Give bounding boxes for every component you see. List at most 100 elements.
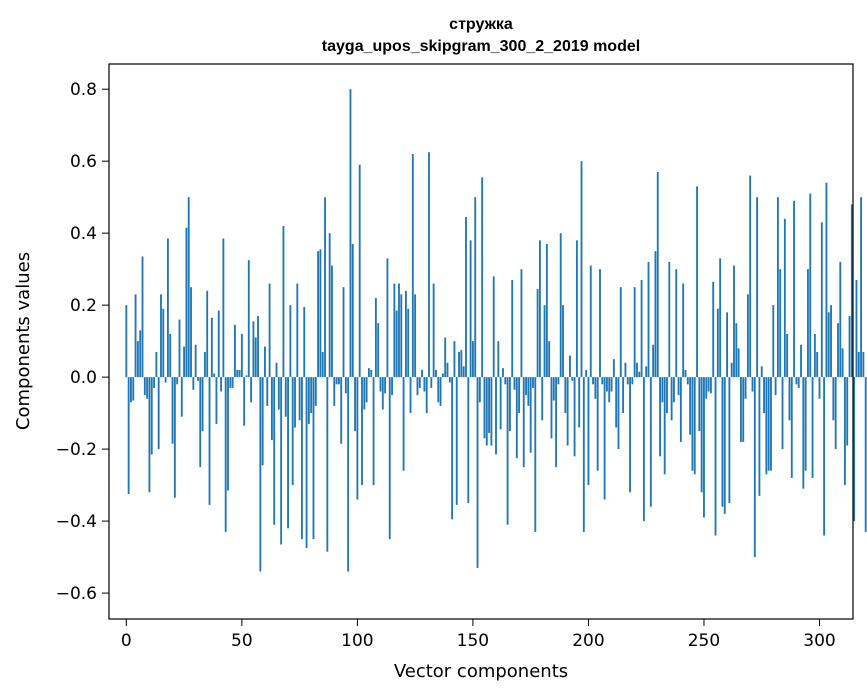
bar-130	[425, 377, 428, 414]
bar-48	[236, 369, 239, 378]
bar-292	[800, 344, 802, 378]
bar-87	[326, 377, 329, 552]
bar-59	[261, 377, 264, 466]
bar-179	[539, 240, 541, 378]
bar-199	[585, 369, 588, 378]
bar-273	[756, 197, 759, 378]
bar-317	[857, 351, 860, 378]
bar-116	[393, 283, 396, 378]
bar-74	[296, 283, 299, 378]
bar-38	[213, 373, 216, 378]
bar-236	[670, 377, 673, 421]
bar-37	[210, 317, 213, 378]
bar-272	[753, 377, 756, 558]
bar-219	[631, 377, 634, 385]
bar-138	[444, 337, 447, 378]
x-tick-label: 200	[572, 631, 604, 651]
bar-71	[289, 305, 292, 378]
bar-177	[534, 377, 537, 532]
bar-299	[816, 351, 819, 378]
bar-231	[659, 377, 661, 457]
bar-118	[398, 283, 400, 378]
bar-43	[224, 377, 227, 532]
bar-128	[421, 369, 424, 378]
bar-16	[162, 308, 165, 378]
bar-5	[136, 341, 139, 378]
bar-224	[642, 377, 645, 522]
bar-160	[495, 377, 497, 455]
bar-239	[677, 377, 680, 396]
bar-127	[418, 377, 421, 388]
bar-313	[848, 315, 851, 378]
bar-319	[862, 351, 865, 378]
bar-52	[245, 375, 248, 378]
bar-294	[804, 377, 807, 471]
bar-144	[458, 351, 460, 378]
y-axis-label: Components values	[13, 252, 34, 430]
x-tick-label: 150	[457, 631, 489, 651]
bar-191	[566, 377, 569, 446]
bar-264	[735, 323, 738, 378]
bar-125	[414, 294, 417, 378]
bar-28	[190, 287, 192, 378]
bar-250	[703, 377, 705, 518]
bar-96	[347, 377, 350, 572]
bar-33	[201, 377, 204, 432]
x-axis: 0 50 100 150 200 250 300	[121, 619, 836, 651]
bar-307	[834, 377, 837, 450]
bar-278	[767, 377, 770, 471]
bar-276	[763, 377, 765, 414]
bar-268	[744, 377, 747, 399]
bar-46	[231, 377, 234, 388]
x-tick-label: 0	[121, 631, 132, 651]
bar-98	[351, 243, 354, 378]
bar-256	[716, 308, 719, 378]
bar-161	[497, 341, 500, 378]
bar-302	[823, 377, 826, 536]
bar-53	[247, 260, 250, 378]
bar-254	[712, 281, 715, 378]
bar-89	[331, 265, 333, 378]
bar-306	[832, 377, 835, 421]
bar-1	[127, 377, 130, 495]
y-tick-label: 0.0	[70, 368, 97, 388]
bar-283	[779, 269, 782, 378]
bar-190	[564, 377, 567, 414]
bar-301	[820, 222, 823, 378]
bar-134	[435, 369, 437, 378]
bar-145	[460, 350, 463, 378]
bar-0	[125, 305, 128, 378]
bar-111	[381, 377, 384, 410]
bar-271	[751, 377, 754, 392]
bar-167	[511, 279, 514, 378]
bar-19	[169, 333, 172, 378]
bar-150	[471, 341, 474, 378]
bar-147	[465, 216, 467, 378]
bar-211	[612, 359, 615, 378]
bar-141	[451, 377, 454, 520]
bar-12	[153, 377, 155, 388]
bar-35	[206, 290, 209, 378]
x-tick-label: 100	[341, 631, 373, 651]
bar-61	[266, 377, 269, 406]
bar-40	[217, 310, 220, 378]
bar-274	[758, 377, 761, 496]
bar-124	[411, 153, 414, 378]
bar-56	[254, 337, 257, 378]
bar-295	[807, 269, 809, 378]
bar-34	[203, 351, 206, 378]
bar-205	[599, 269, 601, 378]
bar-217	[626, 377, 629, 385]
bar-277	[765, 377, 768, 475]
bar-315	[853, 377, 856, 522]
bar-110	[379, 377, 382, 392]
bar-305	[830, 305, 832, 378]
bar-201	[589, 265, 592, 378]
bar-39	[215, 377, 218, 424]
bar-181	[543, 305, 546, 378]
bar-6	[139, 330, 142, 378]
bar-202	[592, 377, 594, 385]
bar-108	[374, 297, 377, 378]
bar-170	[518, 377, 521, 414]
